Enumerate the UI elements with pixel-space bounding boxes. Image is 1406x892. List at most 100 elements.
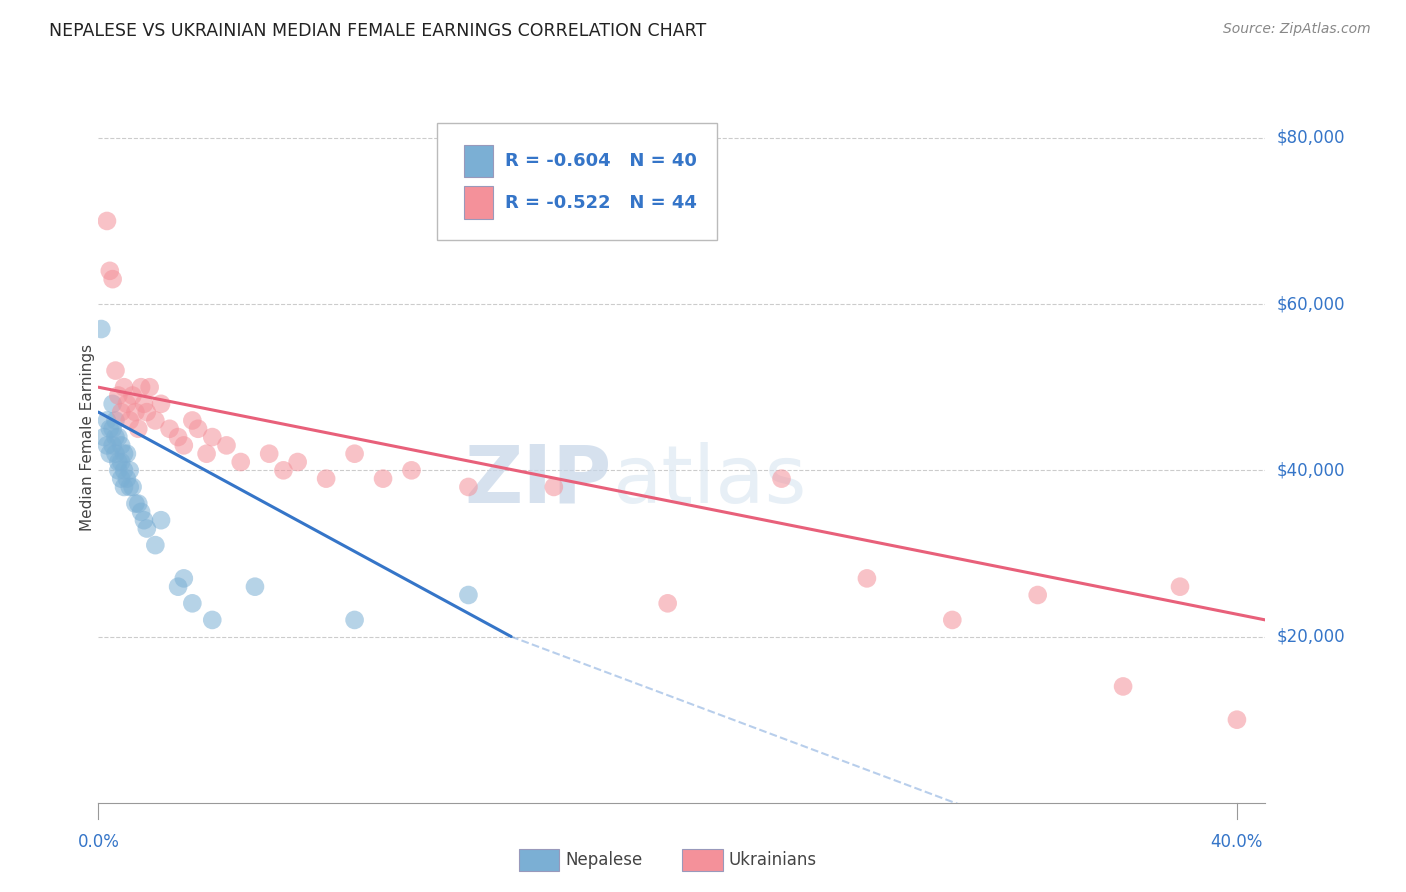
Point — [104, 447, 127, 461]
Point — [115, 472, 138, 486]
Point — [371, 472, 394, 486]
Point — [104, 363, 127, 377]
Point — [457, 588, 479, 602]
Text: 40.0%: 40.0% — [1211, 833, 1263, 851]
Point — [118, 463, 141, 477]
Point — [173, 571, 195, 585]
Point — [98, 447, 121, 461]
Point — [1112, 680, 1135, 694]
Point — [110, 472, 132, 486]
Y-axis label: Median Female Earnings: Median Female Earnings — [80, 343, 94, 531]
Text: $20,000: $20,000 — [1277, 628, 1346, 646]
Point — [229, 455, 252, 469]
Point — [187, 422, 209, 436]
Point — [257, 447, 280, 461]
Text: R = -0.522   N = 44: R = -0.522 N = 44 — [505, 194, 696, 212]
Text: atlas: atlas — [612, 442, 806, 520]
Point — [129, 505, 152, 519]
Point — [98, 264, 121, 278]
Point — [243, 580, 266, 594]
Point — [96, 413, 118, 427]
Point — [138, 380, 160, 394]
Bar — [464, 186, 494, 219]
Point — [118, 480, 141, 494]
Bar — [519, 849, 560, 871]
Point — [215, 438, 238, 452]
Point — [343, 447, 366, 461]
Point — [143, 413, 166, 427]
Point — [457, 480, 479, 494]
Point — [401, 463, 423, 477]
Point — [127, 422, 149, 436]
Point — [101, 422, 124, 436]
Point — [1026, 588, 1049, 602]
Point — [104, 430, 127, 444]
Point — [315, 472, 337, 486]
Point — [201, 613, 224, 627]
Text: $80,000: $80,000 — [1277, 128, 1346, 147]
Point — [201, 430, 224, 444]
Point — [104, 413, 127, 427]
Text: 0.0%: 0.0% — [77, 833, 120, 851]
Point — [96, 438, 118, 452]
Text: ZIP: ZIP — [464, 442, 612, 520]
Point — [124, 405, 146, 419]
Point — [107, 430, 129, 444]
Point — [343, 613, 366, 627]
Point — [121, 480, 143, 494]
Text: $60,000: $60,000 — [1277, 295, 1346, 313]
Point — [135, 405, 157, 419]
Point — [112, 380, 135, 394]
Text: Source: ZipAtlas.com: Source: ZipAtlas.com — [1223, 22, 1371, 37]
Point — [98, 422, 121, 436]
Bar — [464, 145, 494, 178]
Text: $40,000: $40,000 — [1277, 461, 1346, 479]
Point — [1168, 580, 1191, 594]
Point — [543, 480, 565, 494]
Point — [112, 480, 135, 494]
Point — [1226, 713, 1249, 727]
Text: Nepalese: Nepalese — [565, 851, 643, 869]
Point — [167, 580, 190, 594]
Point — [941, 613, 963, 627]
Point — [143, 538, 166, 552]
Point — [96, 214, 118, 228]
Point — [110, 405, 132, 419]
Point — [90, 322, 112, 336]
Point — [112, 447, 135, 461]
Point — [107, 455, 129, 469]
Point — [173, 438, 195, 452]
Point — [159, 422, 181, 436]
FancyBboxPatch shape — [437, 122, 717, 240]
Point — [110, 438, 132, 452]
Text: R = -0.604   N = 40: R = -0.604 N = 40 — [505, 152, 696, 169]
Point — [287, 455, 309, 469]
Point — [121, 388, 143, 402]
Point — [110, 455, 132, 469]
Point — [167, 430, 190, 444]
Text: NEPALESE VS UKRAINIAN MEDIAN FEMALE EARNINGS CORRELATION CHART: NEPALESE VS UKRAINIAN MEDIAN FEMALE EARN… — [49, 22, 706, 40]
Point — [112, 463, 135, 477]
Point — [273, 463, 295, 477]
Point — [115, 397, 138, 411]
Point — [124, 497, 146, 511]
Point — [132, 513, 155, 527]
Point — [115, 447, 138, 461]
Point — [101, 397, 124, 411]
Point — [93, 430, 115, 444]
Point — [129, 380, 152, 394]
Text: Ukrainians: Ukrainians — [728, 851, 817, 869]
Point — [107, 463, 129, 477]
Point — [101, 272, 124, 286]
Point — [150, 397, 173, 411]
Point — [118, 413, 141, 427]
Point — [657, 596, 679, 610]
Point — [127, 497, 149, 511]
Point — [101, 438, 124, 452]
Point — [132, 397, 155, 411]
Point — [181, 413, 204, 427]
Point — [770, 472, 793, 486]
Point — [856, 571, 879, 585]
Point — [150, 513, 173, 527]
Point — [107, 388, 129, 402]
